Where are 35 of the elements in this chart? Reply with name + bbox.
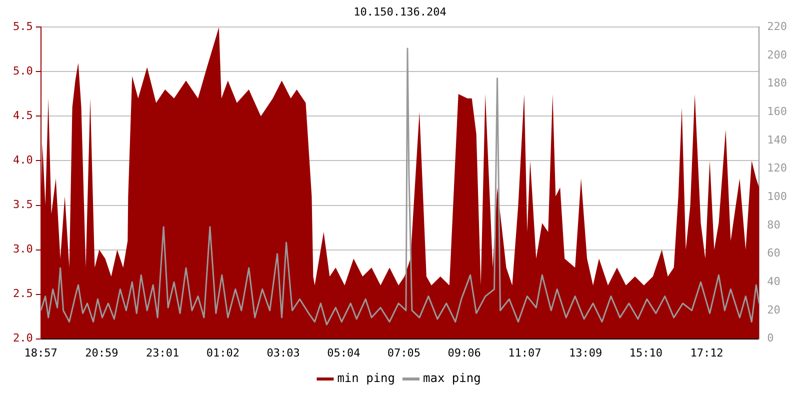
y-tick-label: 5.0: [12, 64, 33, 78]
y2-tick-label: 200: [767, 48, 788, 62]
y2-tick-label: 0: [767, 332, 774, 345]
x-tick-label: 17:12: [690, 346, 724, 360]
legend-label: min ping: [337, 371, 395, 386]
y2-tick-label: 140: [767, 133, 788, 146]
x-tick-label: 07:05: [387, 346, 421, 360]
y2-tick-label: 60: [767, 246, 780, 260]
x-tick-label: 13:09: [568, 346, 602, 360]
x-tick-label: 01:02: [206, 346, 240, 360]
y2-tick-label: 180: [767, 76, 788, 90]
y-tick-label: 4.5: [12, 109, 33, 122]
y-tick-label: 5.5: [12, 20, 33, 34]
x-tick-label: 11:07: [508, 346, 542, 360]
y2-tick-label: 120: [767, 162, 788, 175]
x-tick-label: 23:01: [146, 346, 180, 360]
y2-tick-label: 80: [767, 218, 780, 232]
y-tick-label: 4.0: [12, 154, 33, 167]
y-tick-label: 3.5: [12, 198, 33, 212]
x-tick-label: 03:03: [266, 346, 300, 360]
x-tick-label: 15:10: [629, 346, 662, 360]
legend-label: max ping: [423, 371, 481, 386]
x-tick-label: 18:57: [24, 346, 58, 360]
x-tick-label: 09:06: [448, 346, 481, 360]
x-tick-label: 05:04: [327, 346, 361, 360]
y-tick-label: 2.0: [12, 332, 33, 345]
y-tick-label: 3.0: [12, 242, 33, 256]
chart-title: 10.150.136.204: [354, 5, 447, 18]
y2-tick-label: 160: [767, 105, 788, 118]
x-tick-label: 20:59: [85, 346, 118, 360]
y2-tick-label: 100: [767, 190, 788, 204]
y2-tick-label: 40: [767, 275, 780, 288]
y2-tick-label: 20: [767, 303, 780, 316]
y-tick-label: 2.5: [12, 287, 33, 300]
y2-tick-label: 220: [767, 20, 788, 34]
